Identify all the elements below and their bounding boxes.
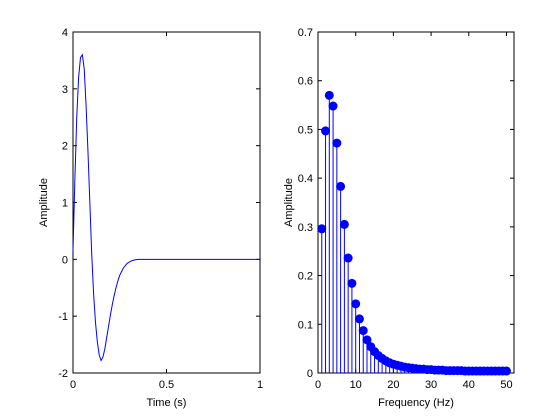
time-plot-y-axis-label: Amplitude [38,178,50,227]
frequency-stem-marker [354,314,364,324]
frequency-plot-x-tick-label: 40 [463,379,475,391]
frequency-plot-y-tick-label: 0.6 [298,76,313,88]
frequency-stem-marker [317,224,327,234]
frequency-stem-marker [339,219,349,229]
time-plot-x-tick-label: 0.5 [159,379,174,391]
frequency-plot-x-tick-label: 10 [350,379,362,391]
time-plot-y-tick-label: 1 [62,198,68,210]
frequency-plot-axes-box [317,31,515,374]
frequency-stem-marker [328,101,338,111]
time-plot-x-axis-label: Time (s) [147,397,187,409]
frequency-plot-y-tick-label: 0.7 [298,27,313,39]
time-plot-axes-box [72,31,261,374]
frequency-stem-marker [501,366,511,376]
time-signal-line [72,53,260,362]
time-plot-y-tick-label: -1 [58,311,68,323]
frequency-plot-y-tick-label: 0.3 [298,222,313,234]
time-plot-y-tick-label: 3 [62,84,68,96]
time-plot-y-tick-label: 4 [62,27,68,39]
frequency-stem-marker [324,90,334,100]
frequency-plot-y-tick-label: 0.1 [298,319,313,331]
frequency-plot-y-axis-label: Amplitude [283,178,295,227]
frequency-plot-y-tick-label: 0 [307,368,313,380]
frequency-stem-marker [332,138,342,148]
time-plot-x-ticks: 0 0.5 1 [70,32,263,391]
frequency-stems [317,90,511,376]
time-plot-y-tick-label: 2 [62,141,68,153]
time-plot-x-tick-label: 0 [70,379,76,391]
frequency-plot-x-axis-label: Frequency (Hz) [378,397,454,409]
frequency-plot-x-tick-label: 0 [315,379,321,391]
frequency-stem-marker [347,278,357,288]
frequency-plot-y-tick-label: 0.5 [298,124,313,136]
frequency-domain-plot: 0 0.1 0.2 0.3 0.4 0.5 0.6 0.7 0 10 20 30 40 50 Frequ… [283,27,515,409]
time-plot-y-tick-label: 0 [62,254,68,266]
frequency-plot-x-tick-label: 50 [500,379,512,391]
frequency-plot-x-tick-label: 20 [387,379,399,391]
frequency-stem-marker [358,326,368,336]
time-plot-x-tick-label: 1 [257,379,263,391]
frequency-stem-marker [362,335,372,345]
frequency-stem-marker [336,181,346,191]
frequency-plot-y-ticks: 0 0.1 0.2 0.3 0.4 0.5 0.6 0.7 [298,27,514,380]
time-plot-y-ticks: -2 -1 0 1 2 3 4 [58,27,260,380]
frequency-stem-marker [321,126,331,136]
frequency-plot-y-tick-label: 0.2 [298,271,313,283]
time-plot-y-tick-label: -2 [58,368,68,380]
frequency-plot-x-tick-label: 30 [425,379,437,391]
frequency-stem-marker [343,253,353,263]
frequency-plot-y-tick-label: 0.4 [298,173,313,185]
frequency-stem-marker [351,299,361,309]
